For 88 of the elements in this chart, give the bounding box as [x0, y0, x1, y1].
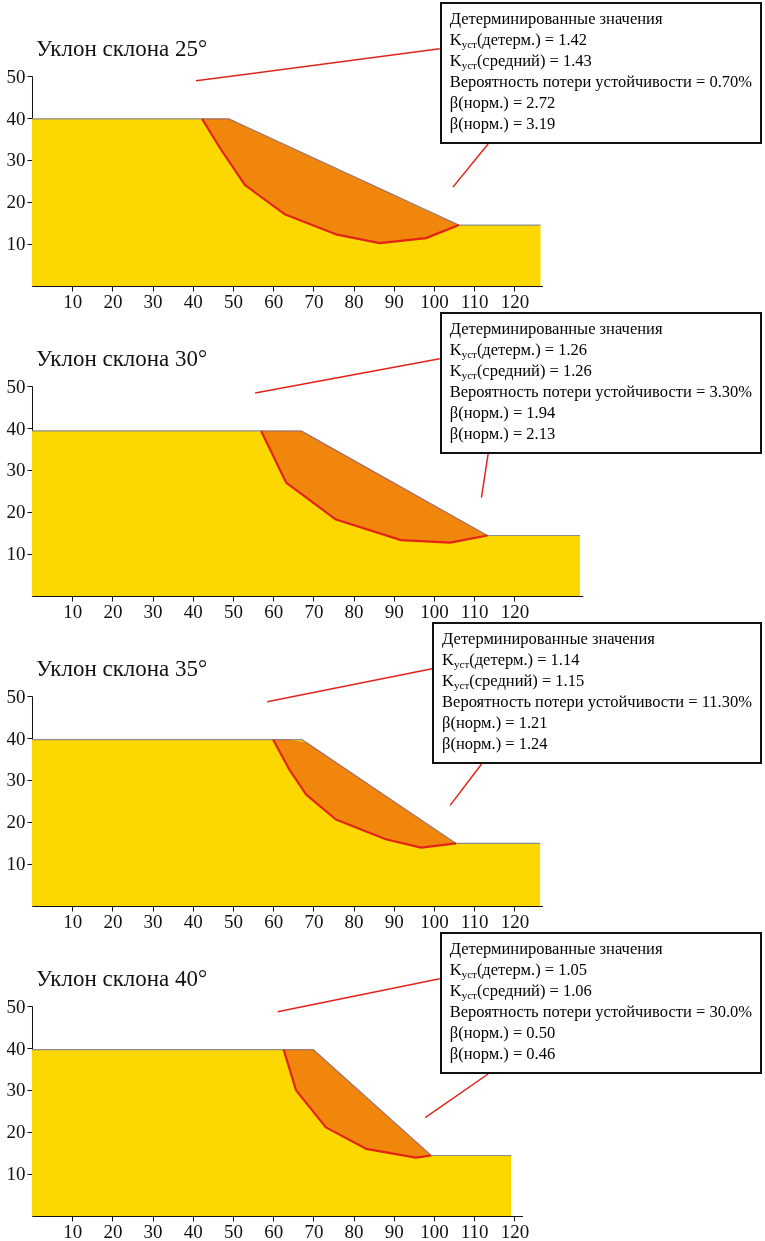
x-tick-label: 50 [224, 291, 243, 313]
callout-box: Детерминированные значения K$_{уст}$(детерм.) = 1.05 K$_{уст}$(средний) = 1.06 Вероятность потери устойчивости = 30.0% β(норм.) = 0.50 β(норм.) = 0.46 [439, 932, 762, 1074]
x-tick-label: 20 [103, 601, 123, 623]
x-tick-label: 30 [143, 1221, 163, 1241]
x-tick-label: 60 [264, 601, 284, 623]
callout-box: Детерминированные значения K$_{уст}$(детерм.) = 1.42 K$_{уст}$(средний) = 1.43 Вероятность потери устойчивости = 0.70% β(норм.) = 2.72 β(норм.) = 3.19 [439, 2, 762, 144]
x-tick-label: 60 [264, 911, 284, 933]
x-tick-label: 70 [304, 911, 324, 933]
x-tick-label: 50 [224, 1221, 243, 1241]
x-tick-label: 10 [63, 291, 83, 313]
y-tick-label: 10 [6, 543, 26, 565]
y-tick-label: 10 [6, 233, 26, 255]
x-tick-label: 80 [344, 1221, 364, 1241]
x-tick-label: 10 [63, 911, 83, 933]
y-tick-label: 50 [6, 375, 26, 397]
y-tick-label: 40 [6, 1037, 26, 1059]
y-tick-label: 40 [6, 107, 26, 129]
callout-box: Детерминированные значения K$_{уст}$(детерм.) = 1.14 K$_{уст}$(средний) = 1.15 Вероятность потери устойчивости = 11.30% β(норм.) = 1.21 β(норм.) = 1.24 [432, 622, 762, 764]
chart-title: Уклон склона 35° [36, 656, 208, 681]
y-tick-label: 40 [6, 417, 26, 439]
x-tick-label: 60 [264, 291, 284, 313]
x-tick-label: 100 [420, 601, 449, 623]
x-tick-label: 120 [500, 1221, 530, 1241]
x-tick-label: 70 [304, 601, 324, 623]
annotation: β(норм.) = 1.21 [442, 712, 549, 733]
y-tick-label: 50 [6, 65, 26, 87]
x-tick-label: 10 [63, 601, 83, 623]
x-tick-label: 90 [384, 601, 404, 623]
x-tick-label: 60 [264, 1221, 284, 1241]
x-tick-label: 90 [384, 911, 404, 933]
x-tick-label: 50 [224, 911, 243, 933]
annotation: Вероятность потери устойчивости = 3.30% [449, 381, 752, 402]
y-tick-label: 20 [6, 1121, 26, 1143]
y-tick-label: 30 [6, 149, 26, 171]
y-tick-label: 50 [6, 685, 26, 707]
x-tick-label: 20 [103, 1221, 123, 1241]
y-tick-label: 10 [6, 853, 26, 875]
y-tick-label: 30 [6, 459, 26, 481]
y-tick-label: 50 [6, 995, 26, 1017]
y-tick-label: 10 [6, 1163, 26, 1185]
x-tick-label: 40 [183, 601, 203, 623]
x-tick-label: 20 [103, 291, 123, 313]
y-tick-label: 30 [6, 769, 26, 791]
y-tick-label: 20 [6, 501, 26, 523]
x-tick-label: 70 [304, 291, 324, 313]
x-tick-label: 40 [183, 291, 203, 313]
x-tick-label: 30 [143, 601, 163, 623]
annotation: β(норм.) = 2.72 [449, 92, 557, 113]
x-tick-label: 80 [344, 911, 364, 933]
y-tick-label: 40 [6, 727, 26, 749]
chart-title: Уклон склона 25° [36, 36, 208, 61]
x-tick-label: 80 [344, 291, 364, 313]
x-tick-label: 10 [63, 1221, 83, 1241]
annotation: β(норм.) = 1.94 [449, 402, 557, 423]
annotation: β(норм.) = 0.46 [449, 1043, 557, 1064]
chart-title: Уклон склона 30° [36, 346, 208, 371]
x-tick-label: 120 [500, 291, 530, 313]
annotation: Вероятность потери устойчивости = 30.0% [449, 1001, 752, 1022]
y-tick-label: 20 [6, 191, 26, 213]
x-tick-label: 70 [304, 1221, 324, 1241]
x-tick-label: 80 [344, 601, 364, 623]
x-tick-label: 110 [460, 1221, 489, 1241]
x-tick-label: 90 [384, 1221, 404, 1241]
x-tick-label: 30 [143, 291, 163, 313]
x-tick-label: 120 [500, 601, 530, 623]
annotation: β(норм.) = 0.50 [449, 1022, 557, 1043]
x-tick-label: 100 [420, 291, 449, 313]
x-tick-label: 100 [420, 1221, 449, 1241]
x-tick-label: 110 [460, 291, 489, 313]
x-tick-label: 110 [460, 911, 489, 933]
x-tick-label: 90 [384, 291, 404, 313]
y-tick-label: 30 [6, 1079, 26, 1101]
x-tick-label: 40 [183, 911, 203, 933]
annotation: Вероятность потери устойчивости = 11.30% [442, 691, 752, 712]
x-tick-label: 110 [460, 601, 489, 623]
callout-box: Детерминированные значения K$_{уст}$(детерм.) = 1.26 K$_{уст}$(средний) = 1.26 Вероятность потери устойчивости = 3.30% β(норм.) = 1.94 β(норм.) = 2.13 [439, 312, 762, 454]
annotation: β(норм.) = 3.19 [449, 113, 557, 134]
annotation: Вероятность потери устойчивости = 0.70% [449, 71, 752, 92]
x-tick-label: 120 [500, 911, 530, 933]
x-tick-label: 30 [143, 911, 163, 933]
y-tick-label: 20 [6, 811, 26, 833]
x-tick-label: 20 [103, 911, 123, 933]
x-tick-label: 100 [420, 911, 449, 933]
annotation: β(норм.) = 2.13 [449, 423, 557, 444]
chart-title: Уклон склона 40° [36, 966, 208, 991]
x-tick-label: 40 [183, 1221, 203, 1241]
x-tick-label: 50 [224, 601, 243, 623]
annotation: β(норм.) = 1.24 [442, 733, 549, 754]
